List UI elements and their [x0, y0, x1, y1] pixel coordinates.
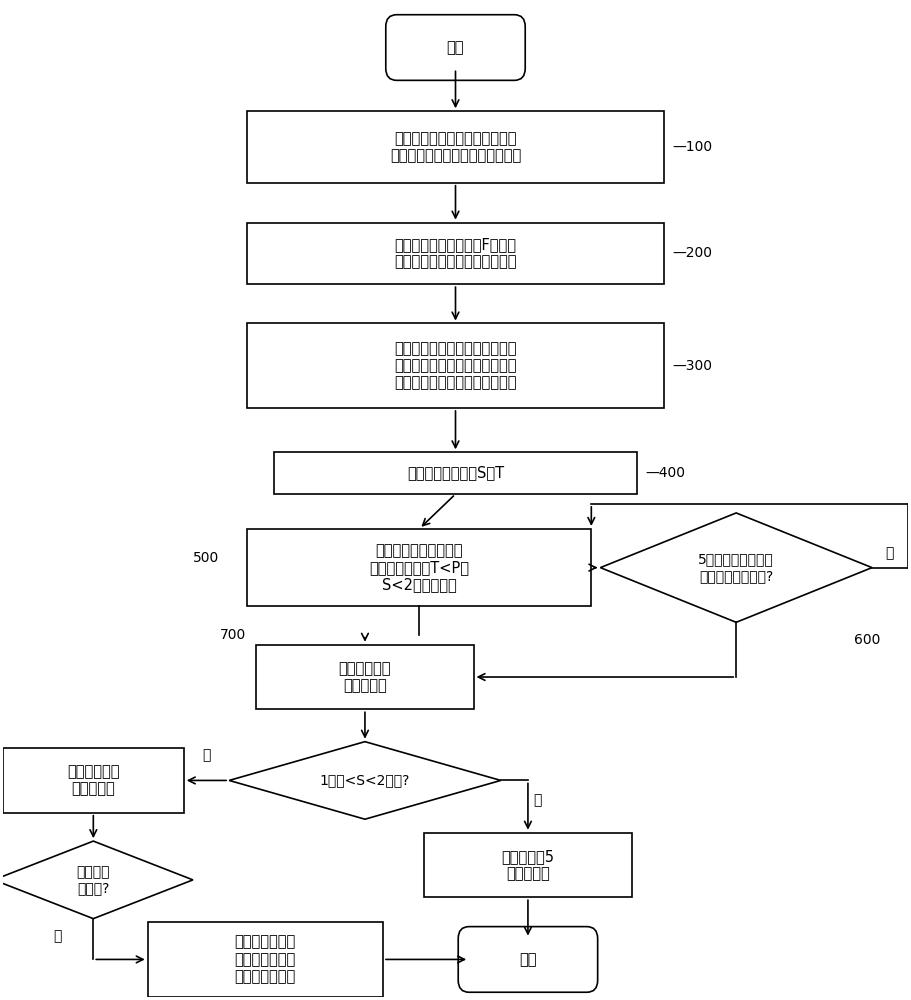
Text: —300: —300 [673, 359, 712, 373]
Text: 第二无线收发器
发送确认信息给
第一无线收发器: 第二无线收发器 发送确认信息给 第一无线收发器 [235, 935, 296, 984]
Text: 开始: 开始 [446, 40, 465, 55]
Text: 1公里<S<2公里?: 1公里<S<2公里? [320, 773, 410, 787]
Bar [247, 111, 664, 183]
Text: 第一无线收发器将报警
数据信息发送给T<P且
S<2的各个船舶: 第一无线收发器将报警 数据信息发送给T<P且 S<2的各个船舶 [369, 543, 469, 593]
Bar [274, 452, 637, 494]
FancyBboxPatch shape [385, 15, 526, 80]
Text: 显示屏显示报
警数据信息: 显示屏显示报 警数据信息 [339, 661, 391, 693]
Bar [247, 223, 664, 284]
Bar [247, 529, 591, 606]
Text: 建立通信链路，第二无线收发器
将位置地址、航速、航向、定位
时间及船舶编号发送给桥梁终端: 建立通信链路，第二无线收发器 将位置地址、航速、航向、定位 时间及船舶编号发送给… [394, 341, 517, 391]
Bar [256, 645, 474, 709]
Text: 结束: 结束 [519, 952, 537, 967]
Polygon shape [230, 742, 501, 819]
Text: 确认按钮
被按下?: 确认按钮 被按下? [77, 865, 110, 895]
Text: 否: 否 [202, 749, 210, 763]
Text: 是: 是 [533, 793, 541, 807]
Bar [3, 748, 184, 813]
Bar [424, 833, 632, 897]
Text: 第一微处理器每隔时间F通过第
一无线收发器发射无线广播数据: 第一微处理器每隔时间F通过第 一无线收发器发射无线广播数据 [394, 237, 517, 270]
Text: —100: —100 [673, 140, 713, 154]
Polygon shape [600, 513, 872, 622]
Text: —200: —200 [673, 246, 712, 260]
Text: 测量船舶位置地址、定位时间，
计算当前桥梁可通过的宽度及高度: 测量船舶位置地址、定位时间， 计算当前桥梁可通过的宽度及高度 [390, 131, 521, 163]
FancyBboxPatch shape [458, 927, 598, 992]
Text: 是: 是 [53, 930, 61, 944]
Text: 5分钟后还未收到船
舶终端的确认信息?: 5分钟后还未收到船 舶终端的确认信息? [699, 553, 774, 583]
Text: 报警器进行5
次声光报警: 报警器进行5 次声光报警 [501, 849, 555, 881]
Text: —400: —400 [646, 466, 686, 480]
Text: 600: 600 [854, 633, 880, 647]
Text: 报警器连续进
行声光报警: 报警器连续进 行声光报警 [67, 764, 119, 797]
Text: 500: 500 [193, 551, 220, 565]
Bar [247, 323, 664, 408]
Text: 是: 是 [885, 546, 894, 560]
Polygon shape [0, 841, 193, 919]
Bar [148, 922, 383, 997]
Text: 第一微处理器计算S和T: 第一微处理器计算S和T [407, 466, 504, 481]
Text: 700: 700 [220, 628, 246, 642]
